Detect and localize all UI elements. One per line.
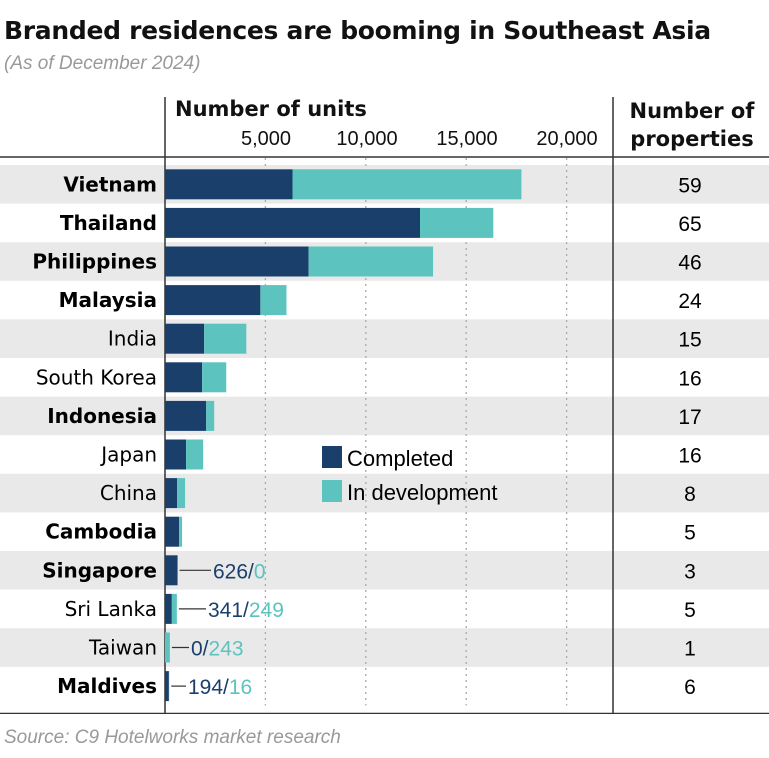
x-tick-label: 20,000 — [536, 128, 598, 150]
properties-value: 15 — [678, 329, 701, 352]
bar-completed — [165, 323, 205, 354]
bar-completed — [165, 478, 178, 509]
x-tick-label: 15,000 — [436, 128, 498, 150]
row-band — [0, 396, 769, 436]
category-label: Cambodia — [45, 520, 157, 544]
annotation-completed: 626/ — [213, 560, 254, 583]
value-annotation: 341/249 — [208, 599, 284, 622]
bar-completed — [165, 246, 309, 277]
category-label: Taiwan — [88, 636, 157, 660]
bar-in-development — [177, 478, 186, 509]
annotation-development: 243 — [209, 638, 244, 661]
category-label: Singapore — [42, 558, 157, 582]
category-label: South Korea — [36, 365, 157, 389]
bar-in-development — [260, 285, 287, 316]
properties-value: 6 — [684, 676, 696, 699]
bar-in-development — [171, 593, 177, 624]
properties-value: 46 — [678, 252, 701, 275]
category-label: Sri Lanka — [65, 597, 157, 621]
properties-value: 24 — [678, 290, 702, 313]
category-label: Japan — [99, 443, 157, 467]
category-label: Thailand — [60, 211, 157, 235]
bar-in-development — [179, 516, 183, 547]
bar-completed — [165, 362, 203, 393]
bar-in-development — [206, 400, 215, 431]
source-note: Source: C9 Hotelworks market research — [4, 727, 341, 748]
value-annotation: 626/0 — [213, 560, 266, 583]
bar-completed — [165, 671, 169, 702]
properties-value: 3 — [684, 560, 696, 583]
properties-value: 5 — [684, 522, 696, 545]
bar-completed — [165, 516, 180, 547]
row-band — [0, 473, 769, 513]
annotation-development: 249 — [249, 599, 284, 622]
legend-swatch-completed — [322, 446, 342, 468]
value-annotation: 0/243 — [191, 638, 244, 661]
annotation-development: 0 — [254, 560, 266, 583]
x-tick-label: 5,000 — [240, 128, 292, 150]
category-label: Indonesia — [47, 404, 157, 428]
bar-in-development — [204, 323, 247, 354]
row-band — [0, 551, 769, 590]
bar-completed — [165, 207, 421, 238]
bar-completed — [165, 439, 187, 470]
bar-completed — [165, 285, 261, 316]
bar-in-development — [202, 362, 227, 393]
category-label: Malaysia — [59, 288, 157, 312]
annotation-completed: 0/ — [191, 638, 209, 661]
properties-value: 65 — [678, 213, 701, 236]
properties-value: 16 — [678, 367, 701, 390]
legend-label-in-development: In development — [347, 480, 497, 505]
x-tick-label: 10,000 — [336, 128, 398, 150]
bar-in-development — [308, 246, 434, 277]
chart-title: Branded residences are booming in Southe… — [4, 16, 711, 45]
bar-completed — [165, 593, 172, 624]
bar-in-development — [165, 632, 170, 663]
annotation-completed: 194/ — [188, 676, 229, 699]
x-axis-label: Number of units — [175, 97, 367, 121]
value-annotation: 194/16 — [188, 676, 252, 699]
category-label: Philippines — [32, 250, 157, 274]
legend-swatch-in-development — [322, 480, 342, 502]
bar-completed — [165, 555, 178, 586]
properties-value: 8 — [684, 483, 696, 506]
annotation-development: 16 — [229, 676, 252, 699]
properties-column-label: Number of properties — [629, 99, 755, 151]
bar-completed — [165, 169, 293, 200]
category-label: China — [100, 481, 157, 505]
properties-value: 17 — [678, 406, 701, 429]
category-label: Vietnam — [63, 172, 157, 196]
bar-in-development — [292, 169, 522, 200]
row-band — [0, 628, 769, 667]
row-band — [0, 319, 769, 358]
properties-value: 59 — [678, 174, 701, 197]
chart-subtitle: (As of December 2024) — [4, 53, 201, 74]
annotation-completed: 341/ — [208, 599, 249, 622]
legend-label-completed: Completed — [347, 446, 453, 471]
category-label: Maldives — [57, 674, 157, 698]
properties-value: 5 — [684, 599, 696, 622]
properties-value: 1 — [684, 638, 696, 661]
bar-in-development — [420, 207, 494, 238]
bar-completed — [165, 400, 207, 431]
bar-in-development — [186, 439, 204, 470]
properties-value: 16 — [678, 445, 701, 468]
category-label: India — [108, 327, 157, 351]
